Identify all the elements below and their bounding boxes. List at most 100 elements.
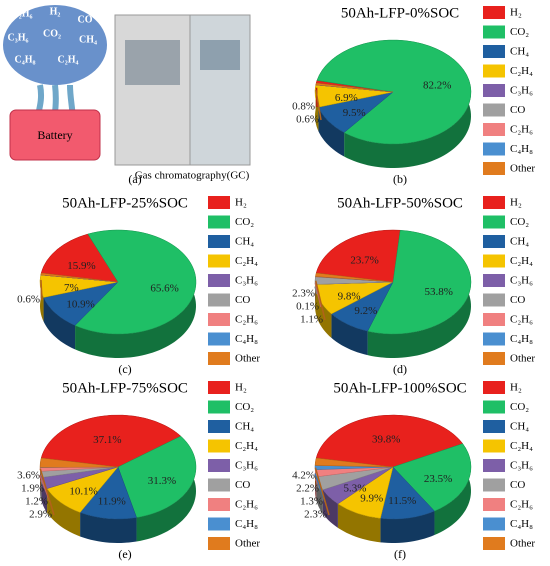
data-label: 5.3%: [343, 483, 366, 495]
panel-label: (d): [393, 362, 407, 376]
pie-tops: [314, 229, 472, 335]
legend-label: CO₂: [510, 401, 529, 413]
gas-label: C₂H₄: [58, 54, 79, 65]
pie-slice: [39, 457, 119, 468]
legend-swatch: [483, 103, 505, 117]
legend-swatch: [208, 537, 230, 550]
data-label: 15.9%: [67, 260, 95, 272]
data-label: 11.5%: [388, 495, 416, 507]
pie-slice: [40, 233, 119, 283]
legend-swatch: [208, 517, 230, 531]
panel-label: (e): [118, 547, 131, 561]
legend-swatch: [483, 64, 505, 78]
gas-label: C₂H₆: [12, 8, 33, 19]
legend-label: C₃H₆: [235, 460, 258, 472]
legend-swatch: [483, 123, 505, 136]
legend-label: CO: [235, 479, 250, 491]
data-label: 0.1%: [296, 301, 319, 313]
data-label: 2.2%: [296, 483, 319, 495]
legend-swatch: [208, 400, 230, 414]
panel-label: (f): [394, 547, 406, 561]
pie-slice: [367, 229, 472, 335]
legend-label: H₂: [235, 197, 247, 209]
legend-swatch: [483, 439, 505, 453]
pie-side: [322, 489, 338, 528]
data-label: 65.6%: [150, 282, 178, 294]
legend-swatch: [208, 235, 230, 248]
legend-label: C₂H₆: [510, 124, 533, 136]
legend-label: H₂: [510, 7, 522, 19]
legend-label: H₂: [235, 382, 247, 394]
legend-label: CH₄: [510, 421, 529, 433]
data-label: 23.5%: [424, 473, 452, 485]
data-label: 2.3%: [304, 509, 327, 521]
legend-swatch: [483, 84, 505, 97]
gas-label: CH₄: [79, 34, 97, 45]
pie-side: [80, 512, 137, 543]
data-label: 9.8%: [338, 290, 361, 302]
data-label: 1.2%: [25, 496, 48, 508]
legend-swatch: [483, 517, 505, 531]
legend-label: C₃H₆: [510, 275, 533, 287]
data-label: 3.6%: [17, 470, 40, 482]
pie-slice: [40, 414, 182, 468]
legend-swatch: [483, 215, 505, 229]
data-label: 9.5%: [343, 107, 366, 119]
pie-side: [337, 503, 381, 543]
legend-label: Other: [510, 163, 535, 175]
legend-label: Other: [235, 353, 260, 365]
gas-cloud: [3, 5, 107, 85]
legend-label: C₄H₈: [510, 143, 533, 155]
data-label: 39.8%: [372, 434, 400, 446]
gas-label: H₂: [50, 6, 61, 17]
data-label: 1.9%: [21, 483, 44, 495]
pie-slice: [315, 414, 464, 468]
data-label: 0.6%: [17, 294, 40, 306]
legend-label: C₂H₄: [510, 65, 533, 77]
legend-label: C₂H₄: [510, 440, 533, 452]
legend-swatch: [208, 196, 230, 209]
legend-label: CH₄: [510, 46, 529, 58]
legend-swatch: [483, 45, 505, 58]
illustration: Battery Gas chromatography(GC) (a): [3, 5, 251, 186]
data-label: 6.9%: [335, 92, 358, 104]
legend-swatch: [208, 459, 230, 472]
legend-label: CO: [510, 104, 525, 116]
legend-label: CO₂: [235, 401, 254, 413]
pie-tops: [39, 414, 197, 520]
legend-swatch: [483, 332, 505, 346]
legend-label: C₃H₆: [235, 275, 258, 287]
legend-swatch: [483, 381, 505, 394]
legend-swatch: [208, 478, 230, 492]
legend-label: CO: [510, 294, 525, 306]
legend-label: C₄H₈: [510, 333, 533, 345]
legend-label: C₂H₆: [235, 314, 258, 326]
data-label: 4.2%: [292, 470, 315, 482]
legend-label: C₂H₄: [235, 440, 258, 452]
data-label: 82.2%: [423, 79, 451, 91]
chart-title: 50Ah-LFP-100%SOC: [333, 380, 466, 396]
legend-label: CO: [510, 479, 525, 491]
gas-label: CO₂: [43, 28, 61, 39]
legend-label: Other: [510, 353, 535, 365]
legend-label: CO₂: [510, 216, 529, 228]
data-label: 0.6%: [296, 114, 319, 126]
legend-label: C₄H₈: [235, 518, 258, 530]
data-label: 2.3%: [292, 288, 315, 300]
legend-swatch: [208, 293, 230, 307]
leader-line: [314, 467, 330, 516]
pie-side: [315, 84, 319, 132]
legend-swatch: [208, 498, 230, 511]
pie-side: [331, 313, 368, 356]
leader-line: [315, 280, 326, 321]
legend-label: C₂H₆: [510, 314, 533, 326]
data-label: 53.8%: [425, 286, 453, 298]
legend-label: C₂H₄: [235, 255, 258, 267]
gas-label: C₃H₆: [8, 32, 29, 43]
legend-label: CO₂: [510, 26, 529, 38]
legend-label: CO₂: [235, 216, 254, 228]
gc-unit: [114, 14, 196, 166]
leader-line: [40, 279, 43, 301]
panel-label: (c): [118, 362, 131, 376]
legend-swatch: [483, 420, 505, 433]
